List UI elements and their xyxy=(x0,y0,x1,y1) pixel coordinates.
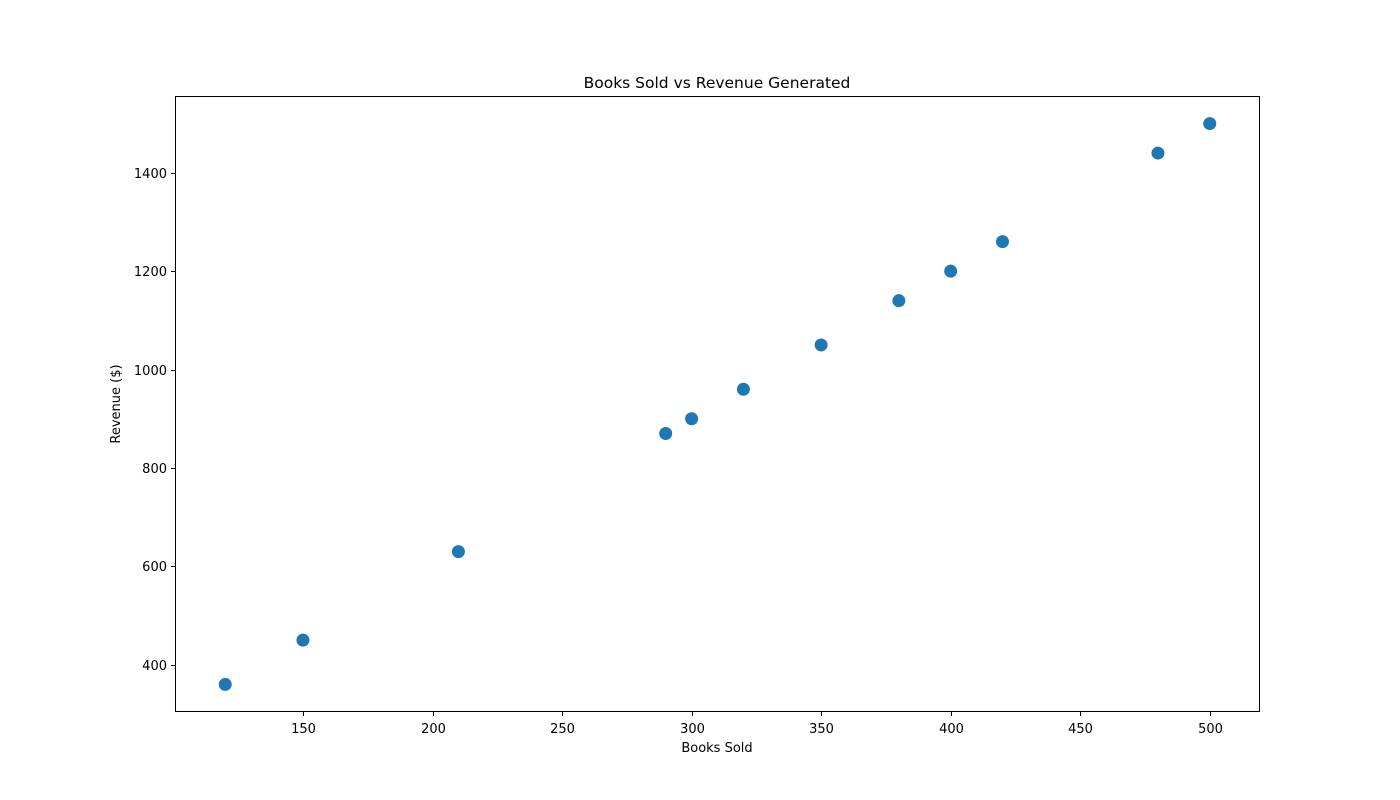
data-point xyxy=(218,677,232,691)
x-tick-label: 200 xyxy=(421,722,446,737)
x-axis-title: Books Sold xyxy=(681,741,752,756)
data-point xyxy=(451,545,465,559)
x-tick-label: 150 xyxy=(291,722,316,737)
data-points xyxy=(218,117,1217,691)
plot-frame xyxy=(175,96,1260,712)
y-tick-label: 1000 xyxy=(134,364,167,379)
y-tick-label: 1200 xyxy=(134,265,167,280)
x-tick-label: 400 xyxy=(939,722,964,737)
data-point xyxy=(736,382,750,396)
y-axis-title: Revenue ($) xyxy=(109,364,124,443)
data-point xyxy=(296,633,310,647)
y-tick-label: 800 xyxy=(142,462,167,477)
x-tick-label: 500 xyxy=(1198,722,1223,737)
x-tick-label: 450 xyxy=(1068,722,1093,737)
data-point xyxy=(685,412,699,426)
data-point xyxy=(1203,117,1217,131)
plot-area xyxy=(175,96,1260,712)
y-tick-label: 400 xyxy=(142,659,167,674)
y-tick-label: 1400 xyxy=(134,167,167,182)
x-tick-label: 300 xyxy=(680,722,705,737)
x-tick-label: 350 xyxy=(809,722,834,737)
y-axis: 400 600 800 1000 1200 1400 xyxy=(134,167,176,674)
data-point xyxy=(996,235,1009,249)
data-point xyxy=(814,338,828,352)
y-tick-label: 600 xyxy=(142,560,167,575)
data-point xyxy=(892,294,906,308)
x-axis: 150 200 250 300 350 400 450 500 xyxy=(291,711,1223,737)
chart-title: Books Sold vs Revenue Generated xyxy=(584,74,851,92)
data-point xyxy=(944,264,958,278)
x-tick-label: 250 xyxy=(550,722,575,737)
data-point xyxy=(1151,146,1165,160)
data-point xyxy=(659,427,673,441)
